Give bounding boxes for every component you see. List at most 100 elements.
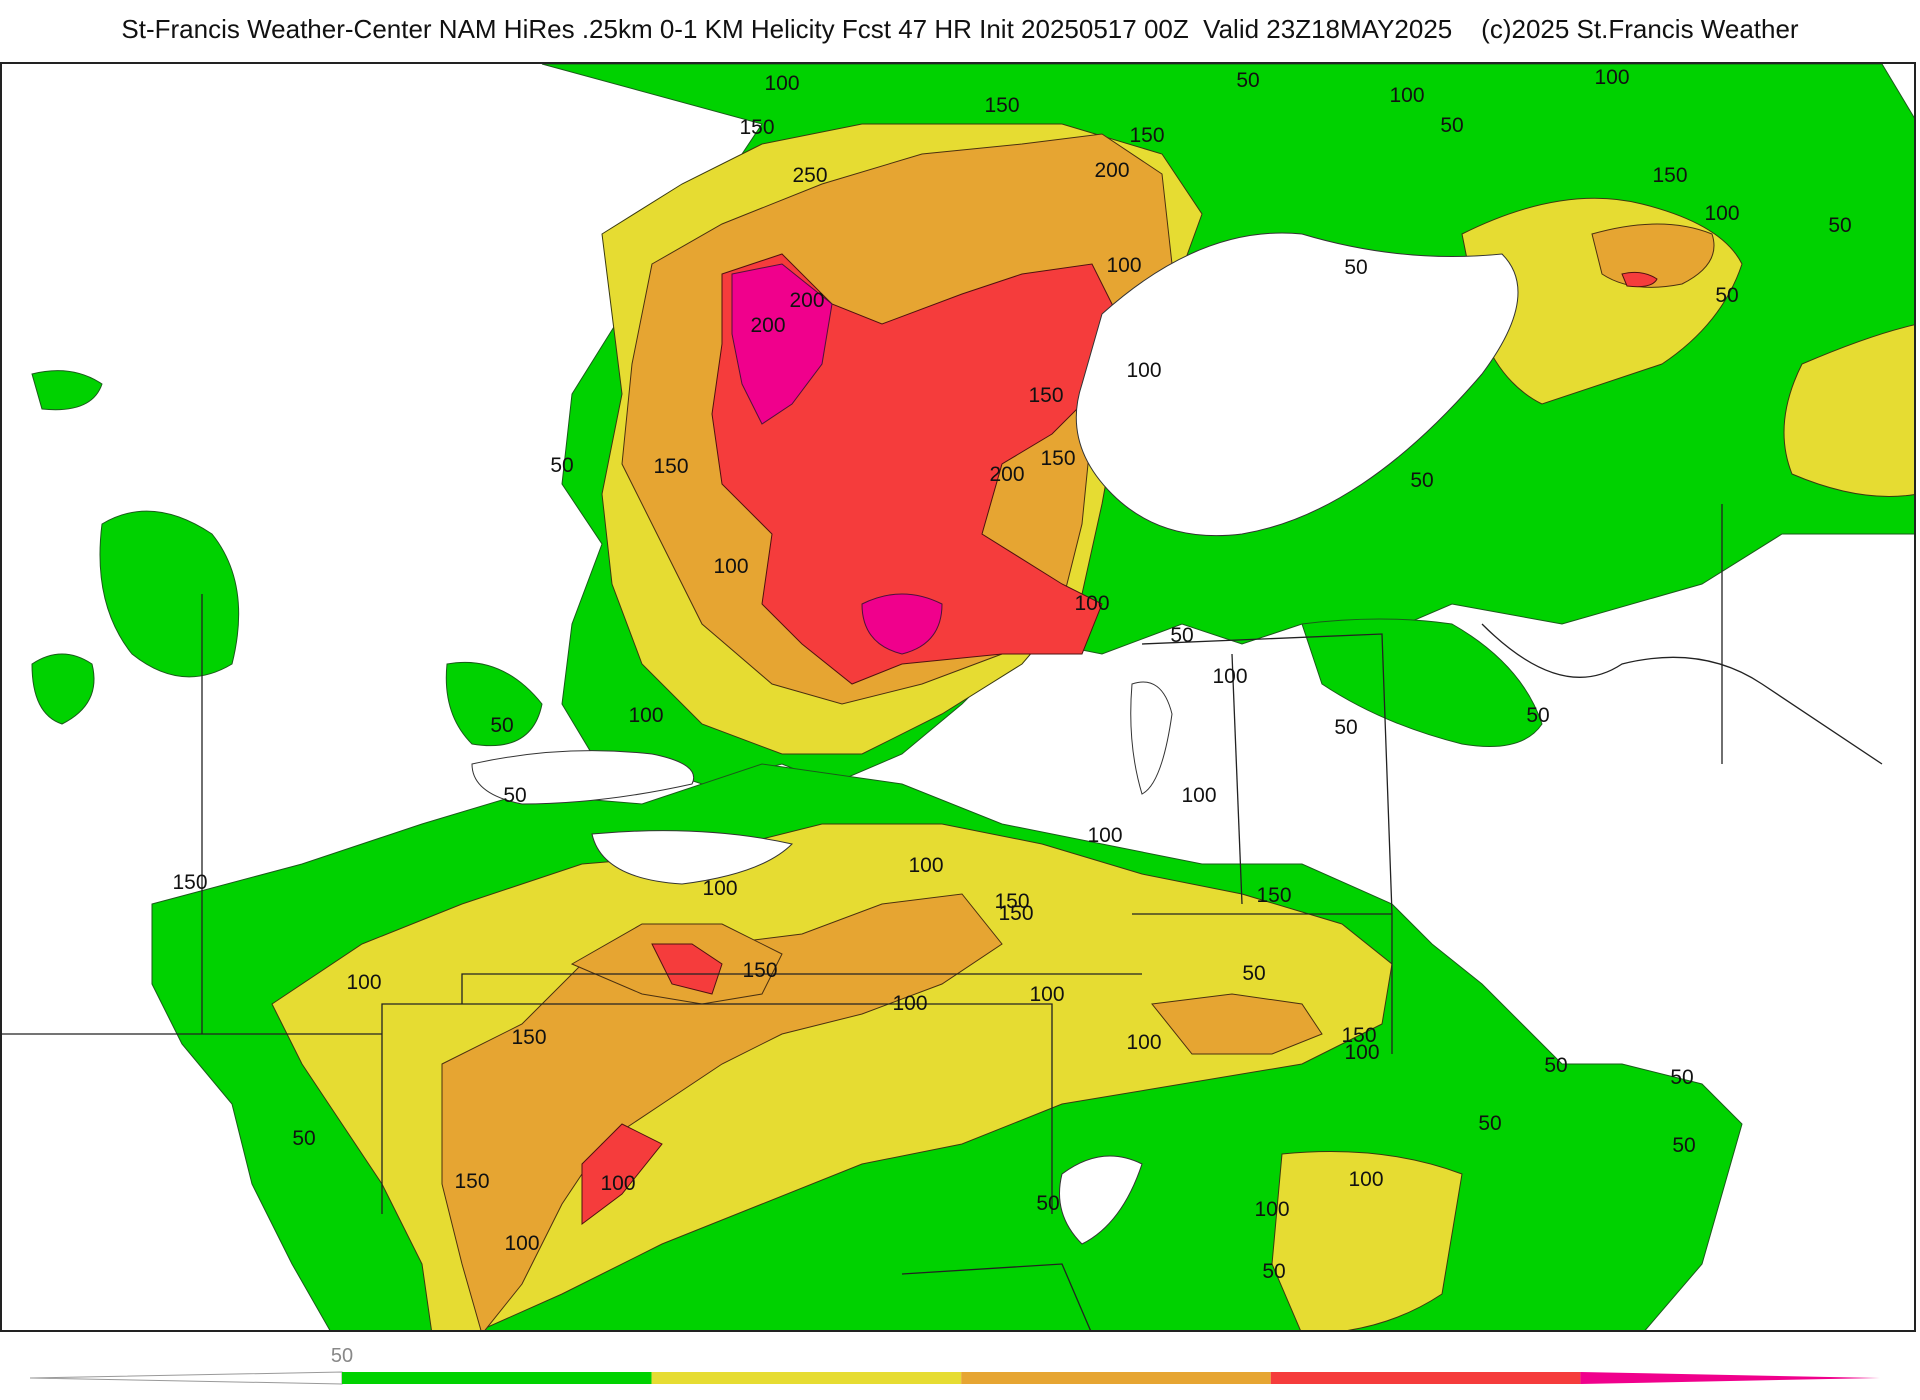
- contour-label: 150: [1040, 447, 1075, 470]
- contour-label: 250: [792, 164, 827, 187]
- contour-label: 50: [1672, 1134, 1695, 1157]
- state-boundary-line: [1231, 653, 1243, 905]
- lake-champlain: [1130, 681, 1173, 795]
- contour-label: 100: [1126, 1031, 1161, 1054]
- contour-label: 100: [628, 704, 663, 727]
- contour-label: 50: [292, 1127, 315, 1150]
- contour-label: 50: [550, 454, 573, 477]
- helicity-band-250: [731, 263, 943, 655]
- colorbar-band: [651, 1372, 962, 1384]
- lake-erie: [471, 750, 694, 805]
- contour-label: 50: [1236, 69, 1259, 92]
- contour-label: 50: [1670, 1066, 1693, 1089]
- contour-label: 150: [1129, 124, 1164, 147]
- contour-label: 50: [1262, 1260, 1285, 1283]
- contour-area-pa-red: [651, 943, 723, 995]
- colorbar-band: [1580, 1372, 1880, 1384]
- contour-area-east-yellow: [1783, 324, 1914, 497]
- contour-area-green-patch: [1301, 618, 1543, 747]
- political-boundaries: [2, 504, 1883, 1330]
- contour-area-ne-red: [1621, 271, 1658, 288]
- contour-label: 50: [1036, 1192, 1059, 1215]
- contour-label: 200: [750, 314, 785, 337]
- contour-label: 50: [1715, 284, 1738, 307]
- contour-label: 100: [1389, 84, 1424, 107]
- contour-label: 100: [1126, 359, 1161, 382]
- contour-label: 100: [600, 1172, 635, 1195]
- contour-label: 100: [1348, 1168, 1383, 1191]
- contour-label: 150: [1652, 164, 1687, 187]
- water-bodies: [471, 232, 1519, 1245]
- contour-label: 50: [1344, 256, 1367, 279]
- contour-label: 150: [1341, 1024, 1376, 1047]
- contour-label: 100: [1074, 592, 1109, 615]
- contour-label: 50: [490, 714, 513, 737]
- contour-label: 100: [713, 555, 748, 578]
- contour-label: 100: [892, 992, 927, 1015]
- colorbar-band: [1270, 1372, 1581, 1384]
- contour-label: 100: [504, 1232, 539, 1255]
- colorbar-band: [342, 1372, 652, 1384]
- contour-area-green-patch: [31, 370, 103, 411]
- contour-area-green-patch: [445, 661, 543, 747]
- colorbar-tick-label: 50: [331, 1345, 353, 1367]
- contour-label: 150: [511, 1026, 546, 1049]
- contour-label: 100: [1029, 983, 1064, 1006]
- state-boundary-line: [381, 1003, 1053, 1214]
- contour-label: 150: [454, 1170, 489, 1193]
- lake-ontario: [591, 830, 793, 885]
- contour-area-ny-orange: [1151, 993, 1323, 1055]
- state-boundary-line: [901, 1263, 1091, 1330]
- contour-area-offshore-yellow: [1271, 1151, 1463, 1330]
- contour-label: 100: [764, 72, 799, 95]
- contour-label: 150: [984, 94, 1019, 117]
- contour-label: 100: [346, 971, 381, 994]
- st-lawrence-gulf: [1075, 232, 1519, 537]
- color-legend: 50: [30, 1345, 1880, 1385]
- contour-label: 50: [1828, 214, 1851, 237]
- contour-label: 100: [1704, 202, 1739, 225]
- colorbar-band: [961, 1372, 1271, 1384]
- contour-label: 100: [1344, 1041, 1379, 1064]
- contour-label: 50: [1544, 1054, 1567, 1077]
- state-boundary-line: [461, 973, 1142, 1004]
- contour-label: 50: [503, 784, 526, 807]
- contour-area-green-patch: [99, 510, 240, 678]
- contour-label: 200: [1094, 159, 1129, 182]
- contour-label: 150: [172, 871, 207, 894]
- contour-label: 100: [908, 854, 943, 877]
- contour-label: 150: [739, 116, 774, 139]
- contour-label: 100: [1212, 665, 1247, 688]
- contour-area-magenta: [861, 593, 943, 655]
- contour-label: 100: [1181, 784, 1216, 807]
- contour-label: 200: [989, 463, 1024, 486]
- contour-label: 150: [742, 959, 777, 982]
- map-title: St-Francis Weather-Center NAM HiRes .25k…: [121, 14, 1799, 44]
- colorbar-under-triangle: [30, 1371, 343, 1385]
- contour-label: 200: [789, 289, 824, 312]
- contour-label: 150: [1028, 384, 1063, 407]
- color-legend-bands: [30, 1371, 1880, 1385]
- contour-label: 50: [1242, 962, 1265, 985]
- state-boundary-line: [1141, 633, 1393, 915]
- contour-area-magenta: [731, 263, 833, 425]
- contour-label: 150: [653, 455, 688, 478]
- contour-label: 100: [1087, 824, 1122, 847]
- contour-label: 150: [994, 890, 1029, 913]
- contour-label: 50: [1478, 1112, 1501, 1135]
- contour-label: 100: [1594, 66, 1629, 89]
- contour-label: 150: [998, 902, 1033, 925]
- map-panel: 1001502502002001001502001501005010050501…: [0, 62, 1916, 1332]
- contour-label: 100: [1254, 1198, 1289, 1221]
- contour-label-layer: 1001502502002001001502001501005010050501…: [172, 66, 1851, 1283]
- helicity-map: 1001502502002001001502001501005010050501…: [2, 64, 1914, 1330]
- contour-label: 150: [1256, 884, 1291, 907]
- coastline: [1481, 623, 1883, 765]
- contour-label: 50: [1170, 624, 1193, 647]
- contour-area-sw-red: [581, 1123, 663, 1225]
- contour-label: 100: [1106, 254, 1141, 277]
- contour-label: 100: [702, 877, 737, 900]
- contour-label: 50: [1440, 114, 1463, 137]
- contour-label: 50: [1526, 704, 1549, 727]
- chesapeake-bay: [1059, 1155, 1143, 1245]
